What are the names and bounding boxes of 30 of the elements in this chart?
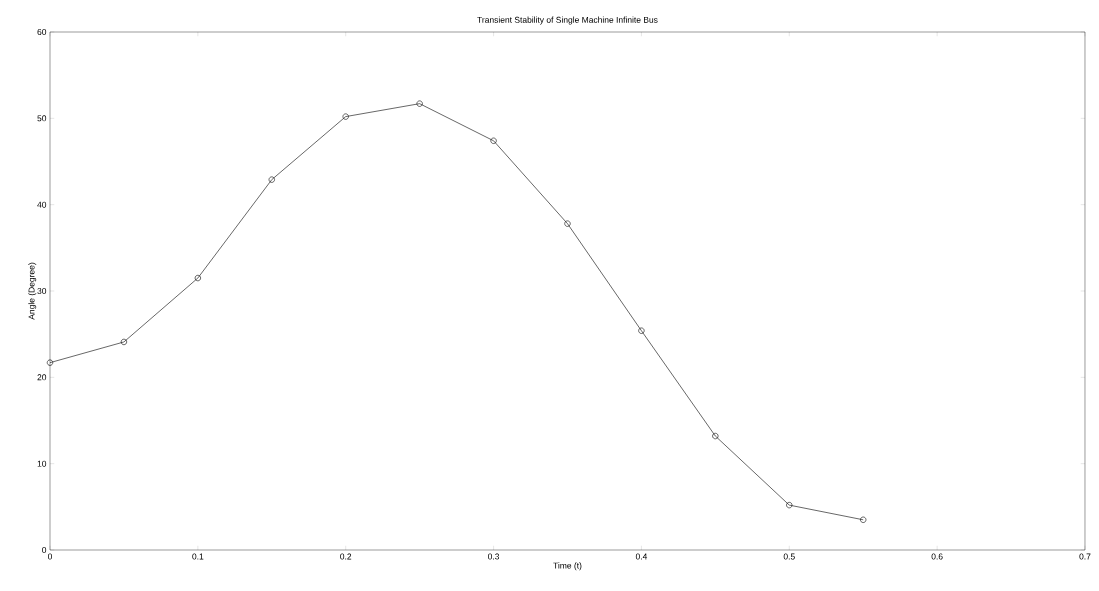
x-tick-label: 0.3 bbox=[488, 553, 500, 560]
y-tick-label: 20 bbox=[37, 374, 47, 381]
chart-title: Transient Stability of Single Machine Infinite Bus bbox=[477, 16, 658, 25]
point bbox=[120, 338, 128, 346]
point bbox=[712, 432, 719, 440]
point bbox=[342, 113, 349, 120]
point bbox=[46, 359, 54, 366]
x-tick-label: 0 bbox=[47, 553, 53, 560]
x-tick-label: 0.6 bbox=[931, 553, 943, 560]
point bbox=[564, 220, 571, 227]
point bbox=[194, 274, 201, 282]
y-tick-label: 0 bbox=[42, 547, 47, 553]
point bbox=[490, 137, 497, 144]
x-tick-label: 0.4 bbox=[635, 553, 648, 560]
point bbox=[638, 327, 645, 334]
x-tick-label: 0.5 bbox=[783, 553, 795, 560]
x-tick-label: 0.1 bbox=[192, 553, 204, 560]
y-tick-label: 10 bbox=[37, 460, 47, 467]
y-tick-label: 40 bbox=[37, 201, 47, 208]
x-tick-label: 0.2 bbox=[340, 553, 352, 560]
point bbox=[268, 176, 275, 183]
y-tick-label: 60 bbox=[37, 29, 47, 35]
x-tick-label: 0.7 bbox=[1079, 553, 1091, 560]
y-axis-title: Angle (Degree) bbox=[28, 262, 37, 320]
y-tick-label: 30 bbox=[37, 288, 47, 294]
point bbox=[786, 502, 793, 509]
point bbox=[860, 516, 867, 523]
x-axis-title: Time (t) bbox=[553, 562, 582, 571]
point bbox=[416, 100, 423, 107]
y-tick-label: 50 bbox=[37, 115, 47, 122]
